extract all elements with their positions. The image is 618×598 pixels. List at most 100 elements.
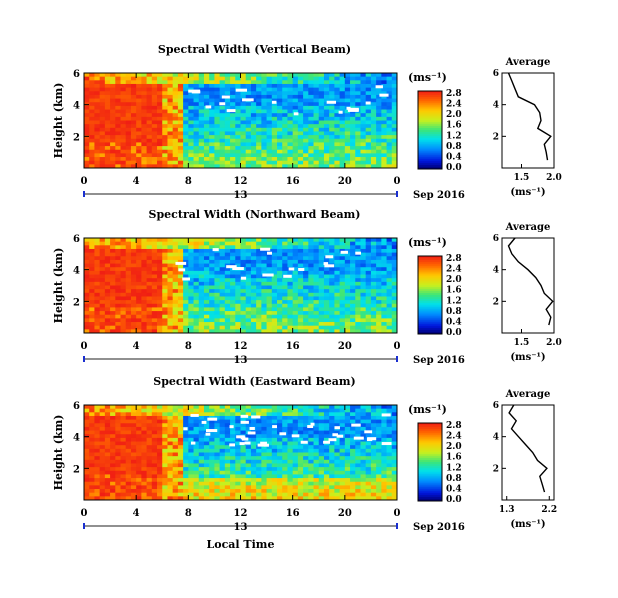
average-profile-line [507, 72, 552, 161]
colorbar-tick-label: 0.0 [446, 163, 462, 173]
colorbar-frame [417, 255, 443, 335]
y-tick-label: 2 [73, 297, 80, 308]
y-axis-label: Height (km) [52, 248, 65, 324]
y-tick-label: 4 [73, 101, 80, 112]
colorbar-tick-label: 0.4 [446, 152, 462, 162]
x-tick-label: 4 [133, 508, 140, 519]
x-tick-label: 16 [286, 176, 300, 187]
average-y-tick-label: 2 [493, 464, 499, 474]
x-tick-label: 0 [394, 508, 401, 519]
average-x-axis-label: (ms⁻¹) [510, 187, 545, 198]
colorbar-tick-label: 1.2 [446, 463, 462, 473]
x-tick-label: 12 [234, 176, 248, 187]
colorbar-tick-label: 1.6 [446, 121, 462, 131]
panel-title: Spectral Width (Northward Beam) [149, 208, 361, 221]
colorbar-tick-label: 0.0 [446, 328, 462, 338]
average-x-tick-label: 1.3 [499, 505, 515, 515]
colorbar-tick-label: 0.4 [446, 317, 462, 327]
average-x-tick-label: 2.0 [546, 338, 562, 348]
x-tick-label: 0 [394, 341, 401, 352]
x-tick-label: 8 [185, 176, 192, 187]
average-y-tick-label: 6 [493, 401, 499, 411]
average-y-tick-label: 2 [493, 297, 499, 307]
x-tick-label: 16 [286, 508, 300, 519]
heatmap-field [84, 238, 398, 334]
y-tick-label: 2 [73, 132, 80, 143]
y-axis-label: Height (km) [52, 83, 65, 159]
date-suffix: Sep 2016 [413, 190, 465, 201]
colorbar-tick-label: 1.6 [446, 453, 462, 463]
colorbar-tick-label: 0.8 [446, 307, 462, 317]
colorbar-tick-label: 0.8 [446, 142, 462, 152]
average-y-tick-label: 2 [493, 132, 499, 142]
x-tick-label: 20 [338, 341, 352, 352]
colorbar-frame [417, 422, 443, 502]
y-tick-label: 2 [73, 464, 80, 475]
average-x-tick-label: 2.2 [541, 505, 557, 515]
average-y-tick-label: 6 [493, 234, 499, 244]
colorbar-tick-label: 0.4 [446, 484, 462, 494]
x-tick-label: 4 [133, 341, 140, 352]
colorbar-tick-label: 2.0 [446, 110, 462, 120]
panel-title: Spectral Width (Eastward Beam) [153, 375, 355, 388]
average-profile-line [507, 237, 554, 326]
x-tick-label: 0 [81, 176, 88, 187]
colorbar [418, 256, 442, 335]
colorbar-tick-label: 2.0 [446, 442, 462, 452]
colorbar-unit: (ms⁻¹) [408, 403, 447, 416]
date-suffix: Sep 2016 [413, 522, 465, 533]
colorbar-tick-label: 2.4 [446, 265, 462, 275]
colorbar-tick-label: 2.0 [446, 275, 462, 285]
x-tick-label: 0 [394, 176, 401, 187]
colorbar-tick-label: 1.2 [446, 131, 462, 141]
panel-title: Spectral Width (Vertical Beam) [158, 43, 351, 56]
y-tick-label: 6 [73, 69, 80, 80]
x-tick-label: 12 [234, 508, 248, 519]
x-tick-label: 0 [81, 508, 88, 519]
average-x-tick-label: 1.5 [514, 338, 530, 348]
y-tick-label: 6 [73, 234, 80, 245]
average-frame [501, 72, 555, 169]
y-axis-label: Height (km) [52, 415, 65, 491]
y-tick-label: 4 [73, 433, 80, 444]
average-title: Average [505, 57, 551, 68]
colorbar-tick-label: 0.0 [446, 495, 462, 505]
x-tick-label: 20 [338, 508, 352, 519]
average-frame [501, 237, 555, 334]
average-y-tick-label: 6 [493, 69, 499, 79]
y-tick-label: 6 [73, 401, 80, 412]
x-tick-label: 8 [185, 508, 192, 519]
average-x-tick-label: 1.5 [514, 173, 530, 183]
colorbar-tick-label: 2.8 [446, 89, 462, 99]
average-x-axis-label: (ms⁻¹) [510, 352, 545, 363]
x-tick-label: 12 [234, 341, 248, 352]
date-label: 13 [234, 522, 248, 533]
colorbar-frame [417, 90, 443, 170]
average-title: Average [505, 389, 551, 400]
heatmap-field [84, 73, 398, 169]
average-title: Average [505, 222, 551, 233]
date-suffix: Sep 2016 [413, 355, 465, 366]
average-y-tick-label: 4 [493, 266, 499, 276]
colorbar-tick-label: 0.8 [446, 474, 462, 484]
x-tick-label: 0 [81, 341, 88, 352]
colorbar [418, 91, 442, 170]
average-profile-line [508, 404, 548, 493]
colorbar [418, 423, 442, 502]
x-axis-label: Local Time [207, 538, 275, 551]
heatmap-field [84, 405, 398, 501]
colorbar-unit: (ms⁻¹) [408, 236, 447, 249]
y-tick-label: 4 [73, 266, 80, 277]
date-label: 13 [234, 190, 248, 201]
colorbar-tick-label: 1.6 [446, 286, 462, 296]
colorbar-unit: (ms⁻¹) [408, 71, 447, 84]
average-x-tick-label: 2.0 [546, 173, 562, 183]
x-tick-label: 4 [133, 176, 140, 187]
average-x-axis-label: (ms⁻¹) [510, 519, 545, 530]
date-label: 13 [234, 355, 248, 366]
colorbar-tick-label: 2.8 [446, 421, 462, 431]
average-y-tick-label: 4 [493, 101, 499, 111]
x-tick-label: 16 [286, 341, 300, 352]
colorbar-tick-label: 2.4 [446, 100, 462, 110]
